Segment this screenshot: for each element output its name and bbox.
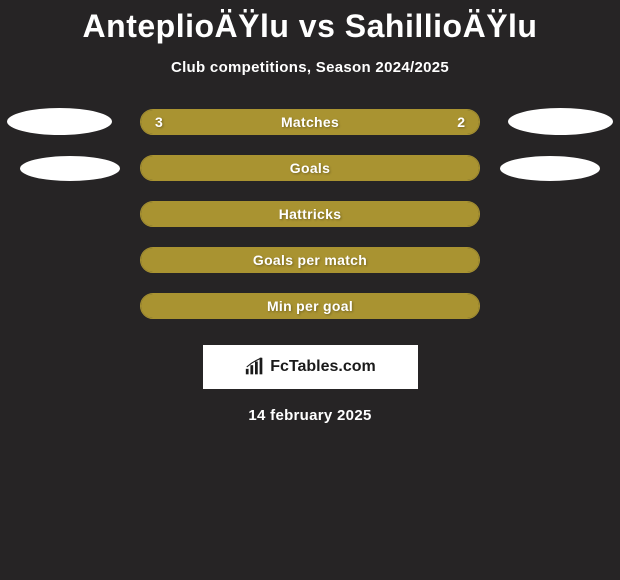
subtitle: Club competitions, Season 2024/2025 xyxy=(0,59,620,76)
page-title: AnteplioÄŸlu vs SahillioÄŸlu xyxy=(0,0,620,45)
stat-label: Goals xyxy=(290,160,330,176)
stat-bar-min-per-goal: Min per goal xyxy=(140,293,480,319)
stat-row-min-per-goal: Min per goal xyxy=(0,293,620,319)
stat-row-goals-per-match: Goals per match xyxy=(0,247,620,273)
footer-date: 14 february 2025 xyxy=(0,407,620,424)
stat-row-goals: Goals xyxy=(0,155,620,181)
player-photo-left xyxy=(7,108,112,135)
player-photo-right xyxy=(500,156,600,181)
stat-value-right: 2 xyxy=(457,114,465,130)
stat-row-hattricks: Hattricks xyxy=(0,201,620,227)
stat-bar-hattricks: Hattricks xyxy=(140,201,480,227)
player-photo-right xyxy=(508,108,613,135)
logo-box: FcTables.com xyxy=(203,345,418,389)
stat-label: Min per goal xyxy=(267,298,353,314)
chart-icon xyxy=(244,357,266,377)
stat-label: Matches xyxy=(281,114,339,130)
stat-label: Hattricks xyxy=(279,206,342,222)
stat-label: Goals per match xyxy=(253,252,367,268)
stats-container: 3 Matches 2 Goals Hattricks Goals per ma… xyxy=(0,108,620,319)
stat-bar-matches: 3 Matches 2 xyxy=(140,109,480,135)
stat-bar-goals: Goals xyxy=(140,155,480,181)
player-photo-left xyxy=(20,156,120,181)
stat-bar-goals-per-match: Goals per match xyxy=(140,247,480,273)
stat-row-matches: 3 Matches 2 xyxy=(0,108,620,135)
logo-text: FcTables.com xyxy=(270,358,376,376)
stat-value-left: 3 xyxy=(155,114,163,130)
